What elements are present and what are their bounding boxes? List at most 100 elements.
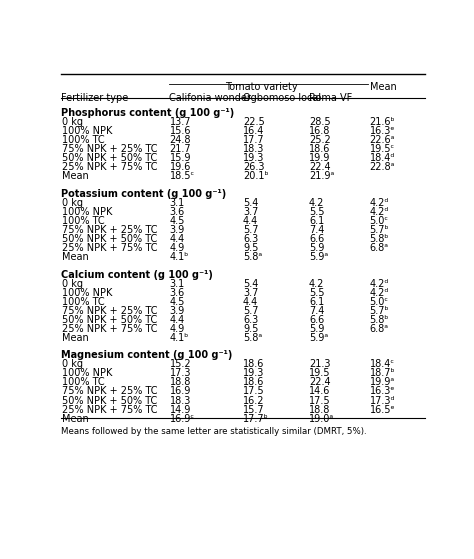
Text: 25.2: 25.2 [309, 135, 331, 145]
Text: Mean: Mean [62, 252, 89, 262]
Text: 14.6: 14.6 [309, 386, 330, 396]
Text: 19.6: 19.6 [169, 162, 191, 172]
Text: 4.9: 4.9 [169, 243, 185, 253]
Text: Califonia wonder: Califonia wonder [169, 93, 251, 102]
Text: 6.8ᵃ: 6.8ᵃ [370, 324, 389, 334]
Text: 4.9: 4.9 [169, 324, 185, 334]
Text: 100% NPK: 100% NPK [62, 207, 112, 217]
Text: 50% NPK + 50% TC: 50% NPK + 50% TC [62, 153, 157, 163]
Text: 4.2ᵈ: 4.2ᵈ [370, 198, 389, 208]
Text: 3.6: 3.6 [169, 207, 185, 217]
Text: 22.6ᵃ: 22.6ᵃ [370, 135, 395, 145]
Text: 18.3: 18.3 [243, 144, 264, 154]
Text: 4.1ᵇ: 4.1ᵇ [169, 252, 189, 262]
Text: 16.4: 16.4 [243, 126, 264, 136]
Text: 100% NPK: 100% NPK [62, 288, 112, 297]
Text: 19.0ᵃ: 19.0ᵃ [309, 414, 334, 424]
Text: 19.5ᶜ: 19.5ᶜ [370, 144, 395, 154]
Text: 5.7: 5.7 [243, 306, 258, 316]
Text: 50% NPK + 50% TC: 50% NPK + 50% TC [62, 315, 157, 325]
Text: 5.5: 5.5 [309, 288, 325, 297]
Text: 25% NPK + 75% TC: 25% NPK + 75% TC [62, 243, 157, 253]
Text: 25% NPK + 75% TC: 25% NPK + 75% TC [62, 405, 157, 415]
Text: 21.6ᵇ: 21.6ᵇ [370, 117, 395, 127]
Text: 16.2: 16.2 [243, 396, 264, 405]
Text: 100% NPK: 100% NPK [62, 126, 112, 136]
Text: 4.5: 4.5 [169, 216, 185, 226]
Text: 18.6: 18.6 [309, 144, 330, 154]
Text: 24.8: 24.8 [169, 135, 191, 145]
Text: 0 kg: 0 kg [62, 278, 83, 288]
Text: 19.3: 19.3 [243, 368, 264, 378]
Text: 18.4ᶜ: 18.4ᶜ [370, 359, 395, 369]
Text: 18.7ᵇ: 18.7ᵇ [370, 368, 395, 378]
Text: 4.4: 4.4 [169, 315, 185, 325]
Text: 5.8ᵇ: 5.8ᵇ [370, 315, 389, 325]
Text: 4.4: 4.4 [243, 297, 258, 307]
Text: 25% NPK + 75% TC: 25% NPK + 75% TC [62, 162, 157, 172]
Text: 3.7: 3.7 [243, 207, 258, 217]
Text: 18.6: 18.6 [243, 359, 264, 369]
Text: 3.1: 3.1 [169, 278, 185, 288]
Text: 100% TC: 100% TC [62, 377, 104, 387]
Text: 4.2: 4.2 [309, 278, 324, 288]
Text: 28.5: 28.5 [309, 117, 331, 127]
Text: 21.9ᵃ: 21.9ᵃ [309, 171, 334, 181]
Text: 18.8: 18.8 [309, 405, 330, 415]
Text: 16.9: 16.9 [169, 386, 191, 396]
Text: 0 kg: 0 kg [62, 198, 83, 208]
Text: 3.9: 3.9 [169, 225, 185, 235]
Text: 18.4ᵈ: 18.4ᵈ [370, 153, 395, 163]
Text: 17.5: 17.5 [309, 396, 331, 405]
Text: 5.8ᵃ: 5.8ᵃ [243, 333, 262, 343]
Text: 15.2: 15.2 [169, 359, 191, 369]
Text: 4.4: 4.4 [169, 234, 185, 244]
Text: 17.3: 17.3 [169, 368, 191, 378]
Text: 4.2ᵈ: 4.2ᵈ [370, 288, 389, 297]
Text: 3.9: 3.9 [169, 306, 185, 316]
Text: 6.1: 6.1 [309, 216, 324, 226]
Text: 26.3: 26.3 [243, 162, 264, 172]
Text: 15.6: 15.6 [169, 126, 191, 136]
Text: 100% TC: 100% TC [62, 135, 104, 145]
Text: 4.4: 4.4 [243, 216, 258, 226]
Text: 5.4: 5.4 [243, 198, 258, 208]
Text: Mean: Mean [62, 171, 89, 181]
Text: Phosphorus content (g 100 g⁻¹): Phosphorus content (g 100 g⁻¹) [61, 108, 234, 118]
Text: 21.3: 21.3 [309, 359, 330, 369]
Text: 18.3: 18.3 [169, 396, 191, 405]
Text: 25% NPK + 75% TC: 25% NPK + 75% TC [62, 324, 157, 334]
Text: Calcium content (g 100 g⁻¹): Calcium content (g 100 g⁻¹) [61, 269, 213, 280]
Text: 19.9: 19.9 [309, 153, 330, 163]
Text: 22.8ᵃ: 22.8ᵃ [370, 162, 395, 172]
Text: 75% NPK + 25% TC: 75% NPK + 25% TC [62, 306, 157, 316]
Text: 22.4: 22.4 [309, 377, 331, 387]
Text: 6.6: 6.6 [309, 315, 324, 325]
Text: 18.5ᶜ: 18.5ᶜ [169, 171, 195, 181]
Text: Tomato variety: Tomato variety [225, 82, 298, 92]
Text: 75% NPK + 25% TC: 75% NPK + 25% TC [62, 144, 157, 154]
Text: 5.8ᵇ: 5.8ᵇ [370, 234, 389, 244]
Text: Means followed by the same letter are statistically similar (DMRT, 5%).: Means followed by the same letter are st… [61, 428, 367, 437]
Text: 7.4: 7.4 [309, 225, 324, 235]
Text: 100% TC: 100% TC [62, 297, 104, 307]
Text: 17.3ᵈ: 17.3ᵈ [370, 396, 395, 405]
Text: Mean: Mean [62, 333, 89, 343]
Text: 5.9ᵃ: 5.9ᵃ [309, 252, 328, 262]
Text: 6.3: 6.3 [243, 234, 258, 244]
Text: Potassium content (g 100 g⁻¹): Potassium content (g 100 g⁻¹) [61, 189, 227, 199]
Text: 16.3ᵉ: 16.3ᵉ [370, 386, 395, 396]
Text: Magnesium content (g 100 g⁻¹): Magnesium content (g 100 g⁻¹) [61, 350, 232, 361]
Text: 5.9ᵃ: 5.9ᵃ [309, 333, 328, 343]
Text: 5.0ᶜ: 5.0ᶜ [370, 297, 389, 307]
Text: 3.7: 3.7 [243, 288, 258, 297]
Text: Mean: Mean [62, 414, 89, 424]
Text: Fertilizer type: Fertilizer type [61, 93, 128, 102]
Text: 22.5: 22.5 [243, 117, 264, 127]
Text: 6.1: 6.1 [309, 297, 324, 307]
Text: 13.7: 13.7 [169, 117, 191, 127]
Text: 5.7ᵇ: 5.7ᵇ [370, 225, 389, 235]
Text: 5.9: 5.9 [309, 243, 324, 253]
Text: 19.3: 19.3 [243, 153, 264, 163]
Text: 16.8: 16.8 [309, 126, 330, 136]
